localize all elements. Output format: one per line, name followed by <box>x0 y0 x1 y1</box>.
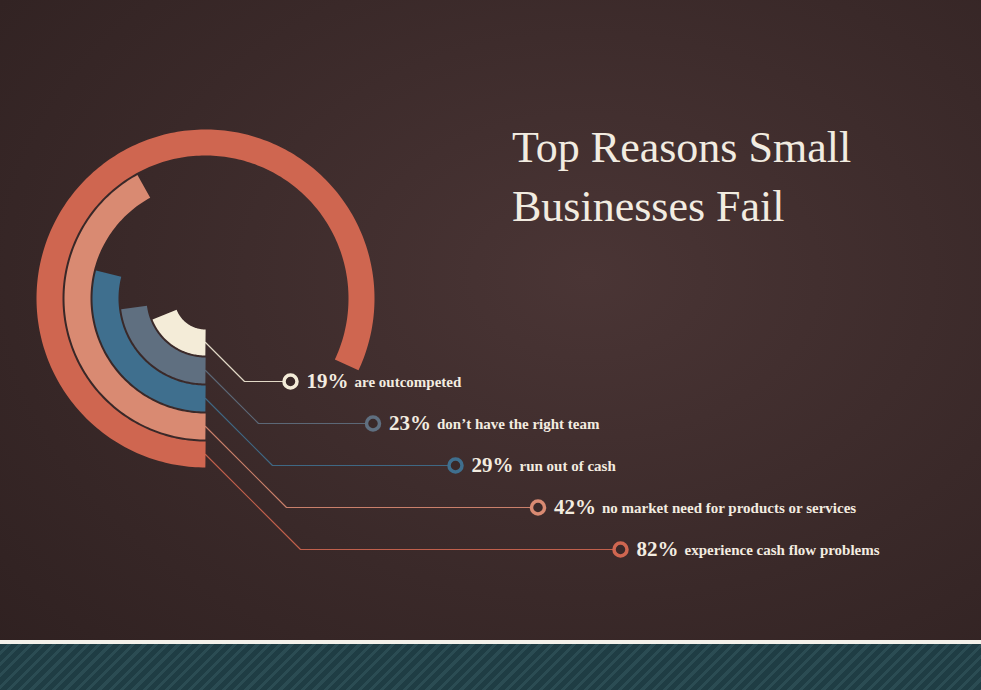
svg-text:no market need for products or: no market need for products or services <box>602 500 856 516</box>
html-text:Top Reasons Small Businesses F: Top Reasons Small Businesses Fail <box>512 123 852 232</box>
svg-text:23%: 23% <box>389 411 431 435</box>
svg-text:don’t have the right team: don’t have the right team <box>437 416 600 432</box>
svg-text:82%: 82% <box>637 537 679 561</box>
svg-text:experience cash flow problems: experience cash flow problems <box>685 542 880 558</box>
svg-text:are outcompeted: are outcompeted <box>355 374 462 390</box>
svg-text:run out of cash: run out of cash <box>520 458 617 474</box>
svg-text:42%: 42% <box>554 495 596 519</box>
svg-text:29%: 29% <box>472 453 514 477</box>
svg-text:19%: 19% <box>307 369 349 393</box>
